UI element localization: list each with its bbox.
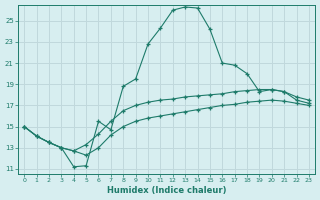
X-axis label: Humidex (Indice chaleur): Humidex (Indice chaleur) [107, 186, 226, 195]
